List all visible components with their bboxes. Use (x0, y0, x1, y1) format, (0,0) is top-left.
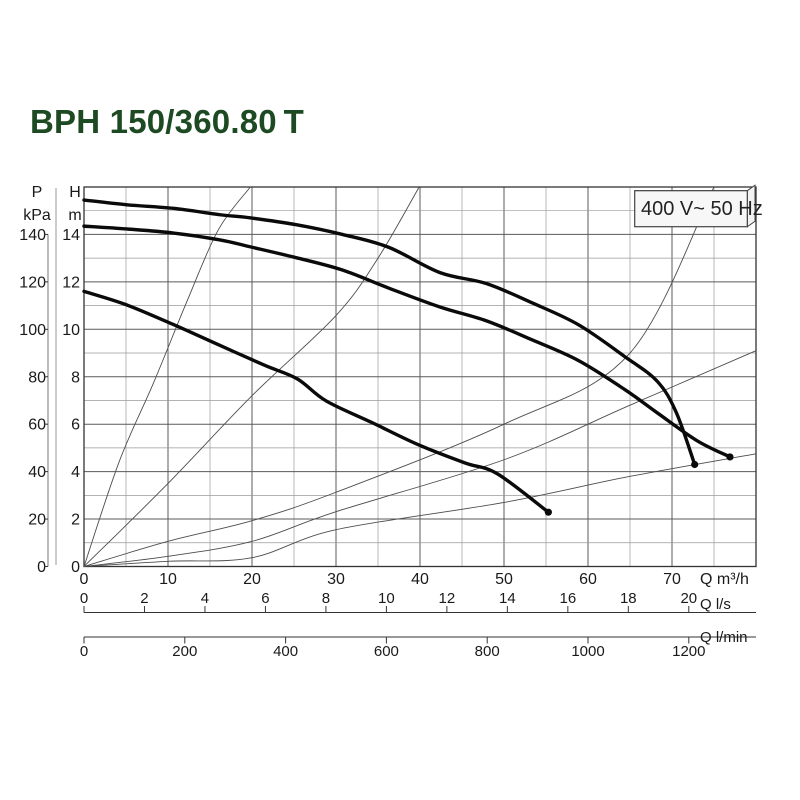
svg-text:70: 70 (663, 571, 681, 588)
svg-text:12: 12 (62, 274, 80, 291)
svg-text:2: 2 (140, 590, 148, 607)
svg-text:H: H (69, 184, 81, 201)
svg-text:10: 10 (378, 590, 395, 607)
svg-text:14: 14 (499, 590, 516, 607)
svg-text:0: 0 (37, 559, 46, 576)
svg-text:4: 4 (71, 464, 80, 481)
svg-text:200: 200 (172, 643, 197, 660)
svg-text:10: 10 (62, 322, 80, 339)
svg-text:20: 20 (28, 512, 46, 529)
svg-text:6: 6 (261, 590, 269, 607)
svg-text:20: 20 (243, 571, 261, 588)
svg-text:14: 14 (62, 227, 80, 244)
svg-text:60: 60 (579, 571, 597, 588)
svg-text:800: 800 (475, 643, 500, 660)
svg-text:Q m³/h: Q m³/h (700, 571, 749, 588)
svg-text:2: 2 (71, 512, 80, 529)
svg-text:0: 0 (80, 643, 88, 660)
svg-text:Q l/min: Q l/min (700, 629, 748, 646)
svg-text:m: m (68, 207, 81, 224)
svg-text:40: 40 (411, 571, 429, 588)
svg-text:16: 16 (559, 590, 576, 607)
svg-text:8: 8 (322, 590, 330, 607)
svg-text:40: 40 (28, 464, 46, 481)
svg-text:0: 0 (80, 571, 89, 588)
svg-text:1000: 1000 (571, 643, 604, 660)
svg-text:140: 140 (19, 227, 46, 244)
svg-text:80: 80 (28, 369, 46, 386)
svg-text:400 V~ 50 Hz: 400 V~ 50 Hz (641, 198, 763, 220)
svg-text:12: 12 (439, 590, 456, 607)
svg-text:0: 0 (80, 590, 88, 607)
svg-text:120: 120 (19, 274, 46, 291)
svg-text:60: 60 (28, 417, 46, 434)
svg-text:18: 18 (620, 590, 637, 607)
svg-text:100: 100 (19, 322, 46, 339)
svg-text:Q l/s: Q l/s (700, 596, 731, 613)
svg-text:8: 8 (71, 369, 80, 386)
svg-text:10: 10 (159, 571, 177, 588)
svg-text:20: 20 (680, 590, 697, 607)
svg-text:50: 50 (495, 571, 513, 588)
svg-text:6: 6 (71, 417, 80, 434)
svg-text:kPa: kPa (23, 207, 51, 224)
svg-text:P: P (32, 184, 43, 201)
svg-text:400: 400 (273, 643, 298, 660)
svg-text:4: 4 (201, 590, 209, 607)
svg-text:30: 30 (327, 571, 345, 588)
svg-text:600: 600 (374, 643, 399, 660)
